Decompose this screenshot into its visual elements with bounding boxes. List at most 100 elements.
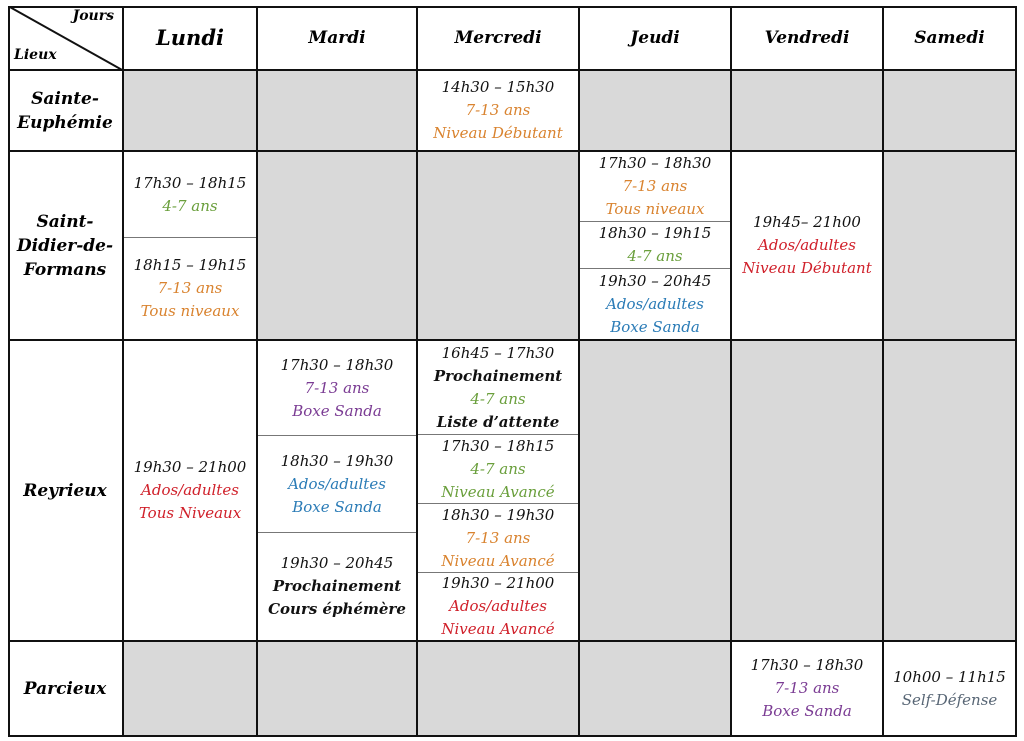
day-header-jeudi: Jeudi <box>580 6 732 71</box>
session-slot: 17h30 – 18h30 7-13 ans Boxe Sanda <box>258 341 416 436</box>
schedule-cell: 17h30 – 18h30 7-13 ans Boxe Sanda <box>732 642 884 737</box>
schedule-table: Jours Lieux Lundi Mardi Mercredi Jeudi Vendred… <box>8 6 1017 737</box>
slot-line: 14h30 – 15h30 <box>441 78 555 96</box>
schedule-cell: 17h30 – 18h30 7-13 ans Tous niveaux 18h30 –… <box>580 152 732 341</box>
schedule-cell: 17h30 – 18h15 4-7 ans 18h15 – 19h15 7-13 an… <box>124 152 258 341</box>
day-label: Mercredi <box>454 27 542 48</box>
slot-line: 18h30 – 19h30 <box>280 451 394 470</box>
slot-line: Ados/adultes <box>758 236 856 254</box>
place-header: Sainte- Euphémie <box>8 71 124 152</box>
day-label: Samedi <box>914 27 985 48</box>
slot-line: Tous Niveaux <box>138 504 242 522</box>
session-slot: 18h30 – 19h30 Ados/adultes Boxe Sanda <box>258 436 416 533</box>
slot-line: Boxe Sanda <box>292 497 382 516</box>
slot-line: Boxe Sanda <box>292 401 382 420</box>
place-header: Saint- Didier-de- Formans <box>8 152 124 341</box>
session-slot: 16h45 – 17h30 Prochainement 4-7 ans Liste d… <box>418 341 578 435</box>
slot-line: Liste d’attente <box>436 412 560 431</box>
slot-line: 17h30 – 18h30 <box>750 656 864 674</box>
slot-line: 7-13 ans <box>622 177 688 195</box>
slot-line: Self-Défense <box>901 690 998 709</box>
slot-line: 10h00 – 11h15 <box>893 667 1006 686</box>
slot-line: 4-7 ans <box>470 389 526 408</box>
slot-line: Tous niveaux <box>140 302 240 320</box>
slot-line: 4-7 ans <box>162 196 218 215</box>
day-label: Jeudi <box>630 27 680 48</box>
schedule-cell: 19h45– 21h00 Ados/adultes Niveau Débutant <box>732 152 884 341</box>
session-slot: 18h30 – 19h15 4-7 ans <box>580 222 730 269</box>
empty-cell <box>258 152 418 341</box>
corner-diagonal <box>8 6 124 71</box>
slot-line: 4-7 ans <box>627 247 683 265</box>
place-label: Sainte- Euphémie <box>17 88 113 133</box>
empty-cell <box>732 71 884 152</box>
slot-line: 18h15 – 19h15 <box>133 256 247 274</box>
session-slot: 18h15 – 19h15 7-13 ans Tous niveaux <box>124 238 256 339</box>
slot-line: 7-13 ans <box>304 378 370 397</box>
slot-line: Niveau Avancé <box>441 551 555 570</box>
slot-line: 7-13 ans <box>157 279 223 297</box>
slot-line: Prochainement <box>272 577 402 595</box>
empty-cell <box>580 71 732 152</box>
session-slot: 18h30 – 19h30 7-13 ans Niveau Avancé <box>418 504 578 573</box>
session-slot: 19h30 – 21h00 Ados/adultes Niveau Avancé <box>418 573 578 640</box>
day-label: Vendredi <box>764 27 850 48</box>
day-label: Lundi <box>156 25 224 50</box>
empty-cell <box>580 341 732 642</box>
day-header-lundi: Lundi <box>124 6 258 71</box>
slot-line: Ados/adultes <box>449 597 547 615</box>
schedule-cell: 14h30 – 15h30 7-13 ans Niveau Débutant <box>418 71 580 152</box>
schedule-cell: 16h45 – 17h30 Prochainement 4-7 ans Liste d… <box>418 341 580 642</box>
slot-line: Cours éphémère <box>268 600 406 618</box>
session-slot: 17h30 – 18h15 4-7 ans Niveau Avancé <box>418 435 578 504</box>
slot-line: Ados/adultes <box>141 481 239 499</box>
empty-cell <box>124 642 258 737</box>
session-slot: 17h30 – 18h30 7-13 ans Tous niveaux <box>580 152 730 222</box>
empty-cell <box>884 341 1017 642</box>
empty-cell <box>884 152 1017 341</box>
slot-line: Niveau Avancé <box>441 620 555 638</box>
empty-cell <box>418 152 580 341</box>
corner-header: Jours Lieux <box>8 6 124 71</box>
slot-line: 17h30 – 18h15 <box>133 173 247 192</box>
slot-line: Niveau Avancé <box>441 482 555 501</box>
empty-cell <box>418 642 580 737</box>
slot-line: Boxe Sanda <box>762 702 852 720</box>
empty-cell <box>258 642 418 737</box>
day-label: Mardi <box>308 27 366 48</box>
slot-line: 18h30 – 19h30 <box>441 505 555 524</box>
day-header-mardi: Mardi <box>258 6 418 71</box>
slot-line: 18h30 – 19h15 <box>598 224 712 242</box>
empty-cell <box>884 71 1017 152</box>
slot-line: 19h30 – 20h45 <box>280 554 394 572</box>
place-label: Parcieux <box>23 678 107 699</box>
slot-line: Ados/adultes <box>606 294 704 313</box>
day-header-mercredi: Mercredi <box>418 6 580 71</box>
place-label: Saint- Didier-de- Formans <box>16 211 114 280</box>
slot-line: 19h30 – 21h00 <box>441 574 555 592</box>
schedule-cell: 10h00 – 11h15 Self-Défense <box>884 642 1017 737</box>
day-header-samedi: Samedi <box>884 6 1017 71</box>
place-header: Parcieux <box>8 642 124 737</box>
slot-line: 4-7 ans <box>470 459 526 478</box>
slot-line: 19h45– 21h00 <box>753 213 861 231</box>
session-slot: 19h30 – 20h45 Prochainement Cours éphémère <box>258 533 416 640</box>
slot-line: Tous niveaux <box>605 200 705 218</box>
slot-line: 19h30 – 20h45 <box>598 271 712 290</box>
slot-line: 7-13 ans <box>465 528 531 547</box>
schedule-cell: 19h30 – 21h00 Ados/adultes Tous Niveaux <box>124 341 258 642</box>
slot-line: 17h30 – 18h30 <box>598 154 712 172</box>
slot-line: Prochainement <box>433 366 563 385</box>
slot-line: 17h30 – 18h30 <box>280 355 394 374</box>
session-slot: 19h30 – 20h45 Ados/adultes Boxe Sanda <box>580 269 730 339</box>
slot-line: 17h30 – 18h15 <box>441 436 555 455</box>
slot-line: Niveau Débutant <box>433 124 563 142</box>
place-header: Reyrieux <box>8 341 124 642</box>
empty-cell <box>124 71 258 152</box>
schedule-cell: 17h30 – 18h30 7-13 ans Boxe Sanda 18h30 – 1… <box>258 341 418 642</box>
corner-label-lieux: Lieux <box>14 47 57 63</box>
slot-line: 16h45 – 17h30 <box>441 343 555 362</box>
slot-line: Niveau Débutant <box>742 259 872 277</box>
slot-line: 19h30 – 21h00 <box>133 458 247 476</box>
empty-cell <box>732 341 884 642</box>
